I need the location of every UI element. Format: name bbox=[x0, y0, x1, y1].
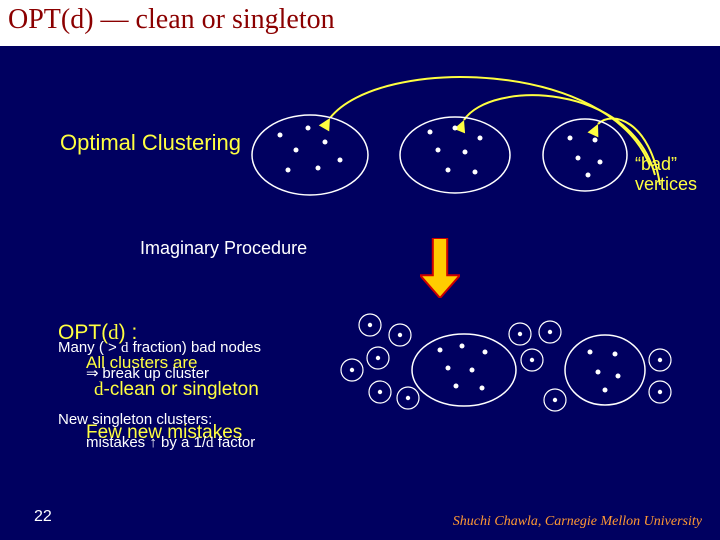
singleton-dot bbox=[378, 390, 382, 394]
singleton-dot bbox=[553, 398, 557, 402]
bottom-dot bbox=[588, 350, 593, 355]
bottom-dot bbox=[470, 368, 475, 373]
bottom-dot bbox=[460, 344, 465, 349]
singleton-dot bbox=[398, 333, 402, 337]
singleton-dot bbox=[658, 390, 662, 394]
singleton-dot bbox=[530, 358, 534, 362]
singleton-dot bbox=[658, 358, 662, 362]
bottom-dot bbox=[596, 370, 601, 375]
bottom-dot bbox=[480, 386, 485, 391]
page-number: 22 bbox=[34, 508, 52, 526]
bottom-dot bbox=[454, 384, 459, 389]
bottom-dot bbox=[603, 388, 608, 393]
singleton-dot bbox=[350, 368, 354, 372]
footer-credit: Shuchi Chawla, Carnegie Mellon Universit… bbox=[453, 514, 702, 530]
singleton-dot bbox=[518, 332, 522, 336]
slide: OPT(d) — clean or singletonOptimal Clust… bbox=[0, 0, 720, 540]
bottom-dot bbox=[613, 352, 618, 357]
bottom-cluster-1 bbox=[565, 335, 645, 405]
singleton-dot bbox=[548, 330, 552, 334]
singleton-dot bbox=[368, 323, 372, 327]
bottom-diagram bbox=[0, 0, 720, 540]
bottom-dot bbox=[483, 350, 488, 355]
bottom-dot bbox=[438, 348, 443, 353]
bottom-dot bbox=[446, 366, 451, 371]
bottom-dot bbox=[616, 374, 621, 379]
singleton-dot bbox=[376, 356, 380, 360]
singleton-dot bbox=[406, 396, 410, 400]
